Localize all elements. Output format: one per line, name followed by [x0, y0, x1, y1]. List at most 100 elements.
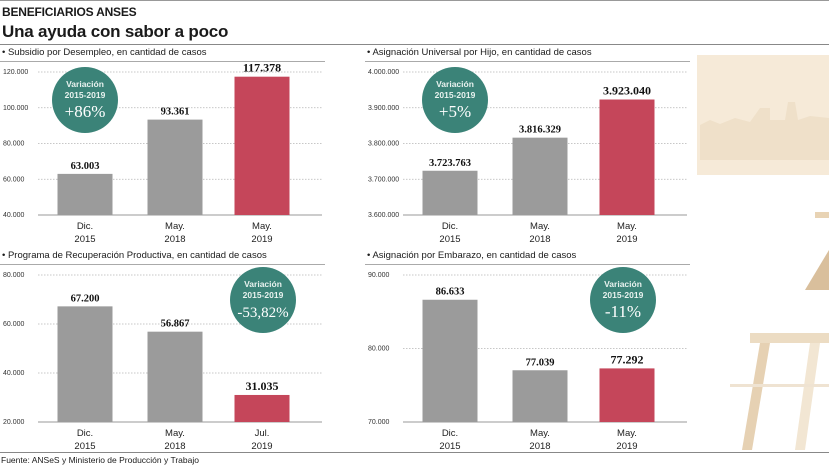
badge-label: Variación [244, 279, 282, 289]
chair-leg [742, 343, 770, 450]
bar-value-label: 3.816.329 [519, 125, 561, 136]
x-tick-label-month: Jul. [255, 428, 270, 439]
y-tick-label: 3.900.000 [368, 105, 399, 112]
badge-period: 2015-2019 [603, 290, 644, 300]
x-tick-label-month: Dic. [442, 221, 458, 232]
chart-svg: 20.000 40.000 60.000 80.000 67.200 Dic. 2015 56… [3, 267, 322, 450]
x-tick-label-month: Dic. [77, 221, 93, 232]
bar-value-label: 56.867 [161, 319, 190, 330]
badge-period: 2015-2019 [65, 90, 106, 100]
y-tick-label: 90.000 [368, 272, 390, 279]
bar [422, 170, 478, 215]
badge-value: -53,82% [237, 305, 288, 321]
bar-value-label: 3.723.763 [429, 158, 471, 169]
x-tick-label-month: Dic. [77, 428, 93, 439]
x-tick-label-year: 2019 [616, 234, 637, 245]
x-tick-label-month: May. [617, 221, 637, 232]
bar-value-label: 67.200 [71, 293, 100, 304]
badge-label: Variación [66, 79, 104, 89]
bar-value-label: 31.035 [246, 379, 279, 393]
bar [599, 99, 655, 215]
bar-value-label: 93.361 [161, 107, 190, 118]
x-tick-label-year: 2015 [439, 234, 460, 245]
y-tick-label: 4.000.000 [368, 69, 399, 76]
chart-svg: 70.000 80.000 90.000 86.633 Dic. 2015 77.039 Ma… [368, 267, 687, 450]
badge-circle [590, 267, 656, 333]
footer-rule [0, 452, 829, 453]
chart-title: • Subsidio por Desempleo, en cantidad de… [2, 47, 207, 58]
y-tick-label: 3.800.000 [368, 141, 399, 148]
badge-period: 2015-2019 [243, 290, 284, 300]
x-tick-label-year: 2015 [74, 441, 95, 450]
bar-value-label: 86.633 [436, 287, 465, 298]
bar-value-label: 77.292 [611, 352, 644, 366]
title-rule [0, 44, 829, 45]
badge-circle [422, 67, 488, 133]
y-tick-label: 60.000 [3, 321, 25, 328]
chart-title: • Asignación por Embarazo, en cantidad d… [367, 250, 577, 261]
badge-period: 2015-2019 [435, 90, 476, 100]
chart-svg: 40.000 60.000 80.000 100.000 120.000 63.003 Di… [3, 61, 322, 245]
bar [512, 370, 568, 422]
bar [234, 76, 290, 215]
x-tick-label-year: 2018 [164, 441, 185, 450]
x-tick-label-year: 2019 [251, 234, 272, 245]
badge-value: -11% [605, 302, 641, 321]
y-tick-label: 120.000 [3, 69, 28, 76]
x-tick-label-month: Dic. [442, 428, 458, 439]
source-note: Fuente: ANSeS y Ministerio de Producción… [1, 455, 199, 465]
badge-circle [52, 67, 118, 133]
chart-title: • Asignación Universal por Hijo, en cant… [367, 47, 592, 58]
bar [147, 119, 203, 215]
x-tick-label-year: 2018 [164, 234, 185, 245]
y-tick-label: 3.600.000 [368, 212, 399, 219]
bar [599, 368, 655, 422]
y-tick-label: 40.000 [3, 212, 25, 219]
chair-rail [730, 384, 829, 387]
y-tick-label: 20.000 [3, 419, 25, 426]
chart-svg: 3.600.000 3.700.000 3.800.000 3.900.000 4.00… [368, 67, 687, 245]
bar-value-label: 3.923.040 [603, 84, 651, 98]
decorative-illustration [697, 55, 829, 450]
badge-circle [230, 267, 296, 333]
bar [422, 299, 478, 422]
x-tick-label-month: May. [165, 428, 185, 439]
x-tick-label-year: 2018 [529, 234, 550, 245]
bar [234, 394, 290, 422]
skyline-silhouette [700, 102, 829, 160]
x-tick-label-month: May. [617, 428, 637, 439]
chair-back [805, 250, 829, 290]
y-tick-label: 100.000 [3, 105, 28, 112]
badge-label: Variación [436, 79, 474, 89]
x-tick-label-month: May. [252, 221, 272, 232]
bar [512, 137, 568, 215]
kicker: BENEFICIARIOS ANSES [2, 5, 137, 19]
bar-value-label: 117.378 [243, 61, 281, 75]
y-tick-label: 80.000 [3, 141, 25, 148]
y-tick-label: 80.000 [3, 272, 25, 279]
badge-label: Variación [604, 279, 642, 289]
x-tick-label-year: 2015 [74, 234, 95, 245]
x-tick-label-month: May. [165, 221, 185, 232]
top-rule [0, 0, 829, 1]
bar [57, 306, 113, 422]
chart-subsidio-desempleo: • Subsidio por Desempleo, en cantidad de… [0, 47, 325, 247]
bar [147, 331, 203, 422]
page-title: Una ayuda con sabor a poco [2, 22, 229, 41]
table-edge [815, 212, 829, 218]
x-tick-label-year: 2018 [529, 441, 550, 450]
y-tick-label: 3.700.000 [368, 176, 399, 183]
bar-value-label: 63.003 [71, 161, 100, 172]
x-tick-label-year: 2019 [616, 441, 637, 450]
badge-value: +5% [439, 102, 471, 121]
badge-value: +86% [65, 102, 106, 121]
chart-title-rule [0, 61, 325, 62]
chart-title-rule [365, 61, 690, 62]
y-tick-label: 40.000 [3, 370, 25, 377]
chart-title: • Programa de Recuperación Productiva, e… [2, 250, 267, 261]
chart-repro: • Programa de Recuperación Productiva, e… [0, 250, 325, 450]
bar-value-label: 77.039 [526, 357, 555, 368]
